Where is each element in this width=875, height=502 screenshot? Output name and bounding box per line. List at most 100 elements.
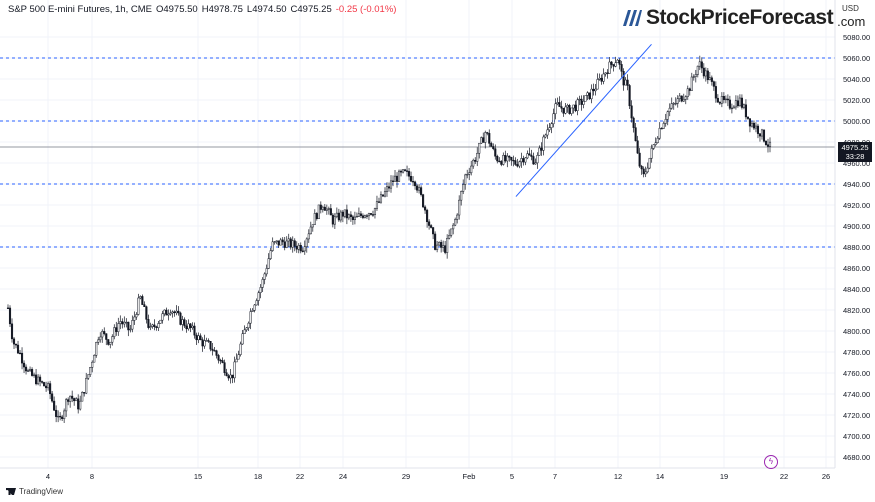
bars-logo-icon — [623, 10, 642, 26]
time-tick-label: Feb — [463, 472, 476, 481]
candle-body — [414, 181, 417, 187]
candle-body — [660, 127, 663, 130]
candle-body — [121, 321, 124, 325]
candle-body — [33, 374, 36, 376]
candle-body — [484, 132, 487, 143]
candle-body — [317, 204, 320, 220]
candle-body — [113, 327, 116, 337]
candle-body — [209, 341, 212, 350]
price-tick-label: 4840.00 — [843, 285, 870, 294]
candle-body — [526, 153, 529, 159]
candle-body — [668, 107, 671, 112]
candle-body — [65, 399, 68, 412]
candle-body — [373, 208, 377, 216]
price-axis[interactable]: 4680.00 4700.00 4720.00 4740.00 4760.00 4780.… — [843, 33, 870, 462]
candle-body — [365, 215, 368, 217]
candle-body — [552, 113, 555, 125]
candle-body — [712, 81, 715, 87]
candle-body — [85, 377, 88, 394]
candle-body — [412, 181, 415, 183]
candle-body — [516, 164, 519, 167]
candle-body — [351, 216, 354, 220]
candle-body — [147, 319, 150, 328]
candle-body — [748, 118, 751, 127]
price-tick-label: 4960.00 — [843, 159, 870, 168]
time-tick-label: 22 — [296, 472, 304, 481]
candle-body — [744, 104, 747, 118]
candle-body — [10, 323, 14, 340]
candle-body — [177, 310, 180, 314]
candle-body — [215, 350, 218, 356]
candle-body — [734, 100, 737, 108]
candle-body — [311, 224, 314, 228]
candle-body — [397, 170, 401, 182]
candle-body — [560, 106, 563, 109]
candle-body — [203, 340, 206, 347]
candle-body — [273, 241, 276, 243]
candle-body — [656, 137, 659, 143]
candle-body — [71, 395, 74, 399]
candle-body — [600, 77, 603, 82]
lightning-icon[interactable]: ϟ — [764, 455, 778, 469]
candle-body — [401, 169, 405, 173]
candle-body — [470, 165, 473, 174]
candle-body — [514, 160, 517, 165]
candle-body — [167, 313, 170, 316]
trendline[interactable] — [515, 44, 652, 197]
candle-body — [490, 143, 493, 147]
candle-body — [371, 214, 375, 216]
candle-body — [456, 214, 459, 220]
candle-body — [638, 152, 641, 167]
candle-body — [161, 313, 164, 321]
candle-body — [692, 76, 695, 78]
time-tick-label: 12 — [614, 472, 622, 481]
candle-body — [602, 73, 605, 82]
price-tick-label: 4880.00 — [843, 243, 870, 252]
candle-body — [520, 158, 523, 163]
candle-body — [6, 307, 10, 309]
candle-body — [261, 279, 264, 288]
candle-body — [319, 204, 322, 210]
candle-body — [420, 187, 423, 195]
candle-body — [518, 161, 521, 167]
time-axis[interactable]: 4 8 15 18 22 24 29 Feb 5 7 12 14 19 22 26 — [46, 472, 830, 481]
candle-body — [696, 65, 699, 75]
candle-body — [259, 287, 262, 293]
candle-body — [442, 245, 445, 248]
candle-body — [612, 64, 615, 67]
candle-body — [393, 175, 397, 182]
candle-body — [387, 186, 391, 189]
candle-body — [716, 97, 719, 103]
price-tick-label: 4700.00 — [843, 432, 870, 441]
candle-body — [542, 136, 545, 151]
candle-body — [269, 250, 272, 259]
candle-body — [81, 392, 84, 402]
candle-body — [299, 245, 302, 252]
candle-body — [243, 329, 246, 334]
tradingview-logo-icon — [6, 488, 16, 495]
candle-body — [570, 107, 573, 114]
candle-body — [49, 383, 52, 395]
candle-body — [504, 155, 507, 162]
candle-body — [307, 233, 310, 240]
candle-body — [87, 374, 90, 379]
candle-body — [323, 206, 326, 211]
candle-body — [363, 215, 366, 218]
candle-body — [428, 221, 431, 226]
tradingview-watermark[interactable]: TradingView — [6, 487, 63, 496]
currency-label[interactable]: USD — [842, 4, 859, 13]
candle-body — [61, 416, 64, 419]
candle-body — [169, 312, 172, 315]
candle-body — [680, 95, 683, 102]
candle-body — [205, 340, 208, 342]
candle-body — [566, 105, 569, 108]
candle-body — [231, 374, 234, 379]
candle-body — [165, 309, 168, 316]
candle-body — [381, 194, 385, 197]
candle-body — [187, 323, 190, 330]
candle-body — [418, 187, 421, 191]
candle-body — [622, 71, 625, 86]
candle-body — [476, 152, 479, 162]
candle-body — [616, 59, 619, 64]
